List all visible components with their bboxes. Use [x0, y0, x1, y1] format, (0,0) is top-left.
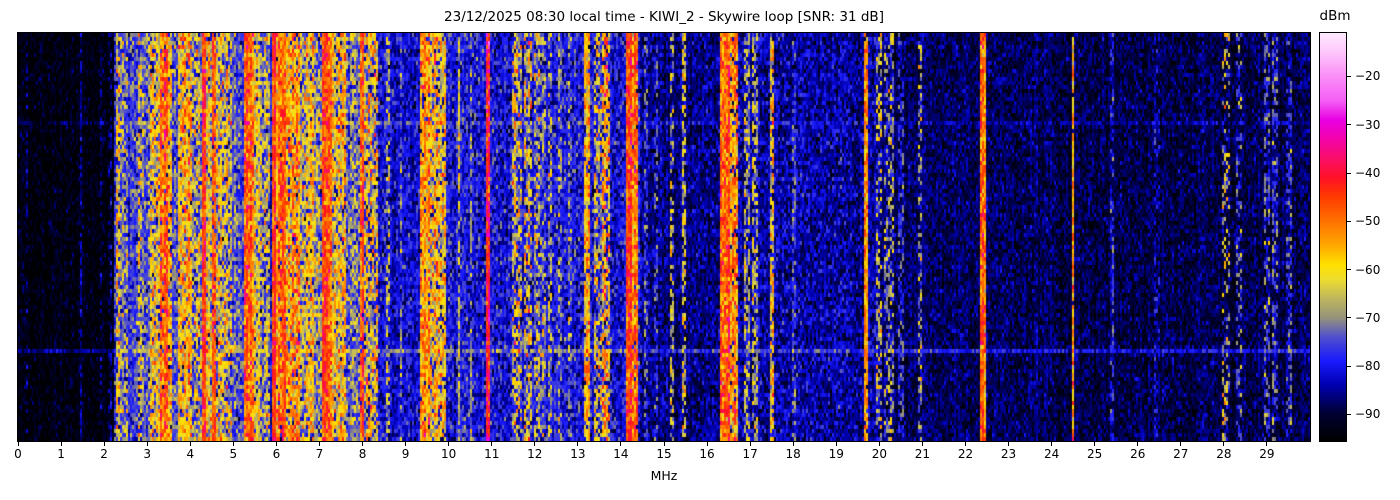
- colorbar-canvas: [1320, 33, 1346, 441]
- x-tick-label: 16: [699, 447, 715, 461]
- x-tick-mark: [275, 442, 277, 446]
- x-tick-mark: [620, 442, 622, 446]
- x-tick-label: 13: [570, 447, 586, 461]
- x-tick-mark: [792, 442, 794, 446]
- x-tick-label: 11: [484, 447, 500, 461]
- x-tick-mark: [232, 442, 234, 446]
- x-tick-mark: [534, 442, 536, 446]
- chart-title: 23/12/2025 08:30 local time - KIWI_2 - S…: [444, 9, 884, 25]
- x-tick-mark: [1266, 442, 1268, 446]
- x-tick-label: 28: [1216, 447, 1232, 461]
- colorbar-tick-mark: [1347, 172, 1351, 174]
- x-tick-label: 7: [315, 447, 324, 461]
- x-tick-mark: [878, 442, 880, 446]
- colorbar-tick-mark: [1347, 75, 1351, 77]
- x-tick-label: 12: [527, 447, 543, 461]
- x-tick-mark: [577, 442, 579, 446]
- colorbar-tick-label: −90: [1355, 407, 1381, 422]
- colorbar-tick-label: −80: [1355, 359, 1381, 374]
- x-tick-mark: [663, 442, 665, 446]
- x-tick-label: 6: [272, 447, 281, 461]
- colorbar-tick-label: −60: [1355, 262, 1381, 277]
- x-tick-mark: [318, 442, 320, 446]
- x-tick-mark: [405, 442, 407, 446]
- colorbar-tick-mark: [1347, 413, 1351, 415]
- x-tick-label: 27: [1173, 447, 1189, 461]
- colorbar-tick-label: −20: [1355, 69, 1381, 84]
- colorbar-tick-label: −50: [1355, 214, 1381, 229]
- colorbar-tick-mark: [1347, 220, 1351, 222]
- x-tick-label: 18: [785, 447, 801, 461]
- colorbar-tick-mark: [1347, 317, 1351, 319]
- spectrogram-canvas: [18, 33, 1310, 441]
- x-tick-label: 0: [14, 447, 22, 461]
- x-tick-label: 4: [186, 447, 195, 461]
- x-tick-label: 10: [441, 447, 457, 461]
- x-tick-mark: [1094, 442, 1096, 446]
- x-tick-mark: [921, 442, 923, 446]
- x-tick-label: 21: [914, 447, 931, 461]
- x-tick-label: 26: [1130, 447, 1146, 461]
- x-axis-label: MHz: [650, 468, 678, 483]
- plot-frame: [17, 32, 1311, 442]
- colorbar-tick-label: −40: [1355, 166, 1381, 181]
- x-tick-label: 25: [1087, 447, 1103, 461]
- colorbar-tick-mark: [1347, 124, 1351, 126]
- x-tick-mark: [1180, 442, 1182, 446]
- colorbar-tick-label: −70: [1355, 310, 1381, 325]
- x-tick-mark: [491, 442, 493, 446]
- x-tick-mark: [706, 442, 708, 446]
- x-tick-mark: [749, 442, 751, 446]
- x-tick-mark: [17, 442, 19, 446]
- x-tick-label: 17: [742, 447, 758, 461]
- x-tick-mark: [189, 442, 191, 446]
- x-tick-mark: [835, 442, 837, 446]
- x-tick-mark: [1051, 442, 1053, 446]
- x-tick-label: 29: [1259, 447, 1275, 461]
- x-tick-label: 9: [401, 447, 410, 461]
- x-tick-label: 2: [100, 447, 108, 461]
- x-tick-label: 19: [828, 447, 844, 461]
- x-tick-mark: [146, 442, 148, 446]
- x-tick-label: 14: [613, 447, 629, 461]
- x-tick-label: 1: [57, 447, 65, 461]
- colorbar-tick-mark: [1347, 365, 1351, 367]
- x-tick-mark: [964, 442, 966, 446]
- x-tick-label: 20: [871, 447, 887, 461]
- x-tick-label: 15: [656, 447, 672, 461]
- x-tick-label: 24: [1043, 447, 1060, 461]
- colorbar-tick-label: −30: [1355, 117, 1381, 132]
- x-tick-mark: [362, 442, 364, 446]
- colorbar-tick-mark: [1347, 269, 1351, 271]
- x-tick-label: 22: [957, 447, 974, 461]
- colorbar-unit-label: dBm: [1319, 8, 1351, 24]
- x-tick-label: 23: [1000, 447, 1017, 461]
- x-tick-label: 3: [143, 447, 151, 461]
- x-tick-mark: [448, 442, 450, 446]
- colorbar-frame: [1319, 32, 1347, 442]
- x-tick-mark: [60, 442, 62, 446]
- x-tick-mark: [1008, 442, 1010, 446]
- x-tick-mark: [1223, 442, 1225, 446]
- x-tick-label: 5: [229, 447, 238, 461]
- x-tick-mark: [103, 442, 105, 446]
- x-tick-mark: [1137, 442, 1139, 446]
- x-tick-label: 8: [358, 447, 367, 461]
